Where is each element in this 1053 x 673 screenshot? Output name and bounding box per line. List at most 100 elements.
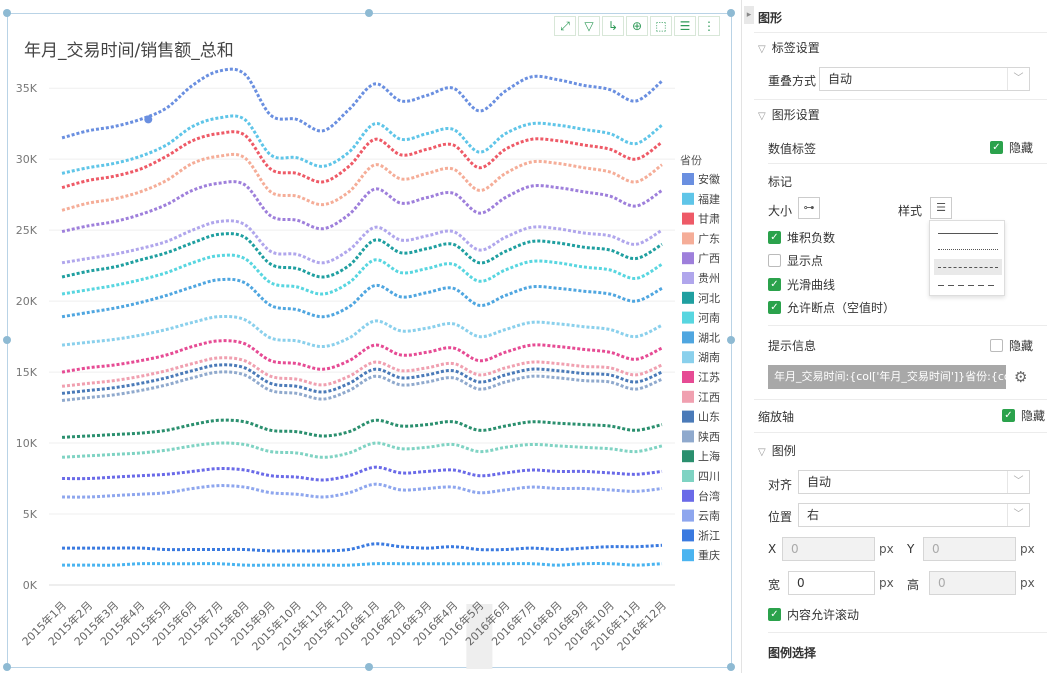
align-select[interactable]: 自动 ﹀: [798, 470, 1030, 494]
y-label: Y: [907, 542, 915, 556]
label-settings-section[interactable]: ▽ 标签设置: [758, 41, 820, 55]
series-line: [61, 356, 663, 388]
chevron-down-icon: ▽: [758, 447, 766, 458]
chevron-down-icon: ▽: [758, 111, 766, 122]
legend-item: 重庆: [698, 548, 720, 562]
filter-icon[interactable]: ▽: [578, 16, 600, 36]
smooth-curve-checkbox[interactable]: ✓ 光滑曲线: [768, 276, 835, 293]
position-label: 位置: [768, 510, 793, 524]
legend-swatch: [682, 371, 694, 383]
legend-item: 广西: [698, 252, 720, 265]
resize-handle-ml[interactable]: [3, 336, 11, 344]
series-line: [61, 277, 663, 319]
legend-swatch: [682, 470, 694, 482]
y-tick-label: 0K: [23, 579, 38, 592]
marker-label: 标记: [768, 175, 793, 189]
legend-swatch: [682, 331, 694, 344]
legend-swatch: [682, 192, 694, 205]
resize-handle-bl[interactable]: [3, 663, 11, 671]
drill-icon[interactable]: ↳: [602, 16, 624, 36]
legend-swatch: [682, 351, 694, 364]
legend-item: 福建: [698, 192, 720, 206]
gear-icon[interactable]: ⚙: [1014, 368, 1028, 386]
stack-negative-checkbox[interactable]: ✓ 堆积负数: [768, 229, 835, 246]
width-input[interactable]: 0: [788, 571, 875, 595]
more-icon[interactable]: ⋮: [698, 16, 720, 36]
resize-handle-bc[interactable]: [365, 663, 373, 671]
chevron-down-icon: ﹀: [1007, 68, 1029, 90]
fullscreen-icon[interactable]: ⤢: [554, 16, 576, 36]
chevron-down-icon: ▽: [758, 44, 766, 55]
legend-item: 甘肃: [698, 213, 720, 226]
position-select[interactable]: 右 ﹀: [798, 503, 1030, 527]
legend-item: 安徽: [698, 172, 720, 186]
collapse-panel-icon[interactable]: ▸: [744, 6, 754, 24]
line-style-solid[interactable]: [934, 225, 1002, 241]
legend-swatch: [682, 173, 694, 185]
zoom-axis-hide-checkbox[interactable]: ✓ 隐藏: [1002, 407, 1045, 424]
overlap-select[interactable]: 自动 ﹀: [819, 67, 1030, 91]
line-style-icon[interactable]: ☰: [930, 197, 952, 219]
height-input[interactable]: 0: [929, 571, 1016, 595]
tooltip-hide-checkbox[interactable]: 隐藏: [990, 337, 1033, 354]
legend-swatch: [682, 311, 694, 324]
resize-handle-tc[interactable]: [365, 9, 373, 17]
tooltip-label: 提示信息: [768, 339, 817, 353]
legend-swatch: [682, 410, 694, 423]
graph-settings-section[interactable]: ▽ 图形设置: [758, 108, 820, 122]
series-line: [62, 542, 663, 553]
line-style-dashed[interactable]: [934, 259, 1002, 275]
list-icon[interactable]: ☰: [674, 16, 696, 36]
series-line: [61, 363, 663, 395]
series-line: [62, 465, 663, 482]
settings-panel: ▸ 图形 ▽ 标签设置 重叠方式 自动 ﹀ ▽ 图形设置 数值标签 ✓ 隐藏 标记 大小…: [741, 0, 1053, 673]
tooltip-expression-field[interactable]: 年月_交易时间:{col['年月_交易时间']}省份:{col['...: [768, 365, 1006, 389]
show-points-checkbox[interactable]: 显示点: [768, 252, 823, 269]
line-style-long-dash[interactable]: [934, 277, 1002, 293]
legend-swatch: [682, 291, 694, 304]
value-label-hide-checkbox[interactable]: ✓ 隐藏: [990, 139, 1033, 156]
series-line: [62, 482, 663, 499]
y-input[interactable]: 0: [923, 537, 1016, 561]
series-line: [61, 370, 663, 402]
legend-swatch: [682, 252, 694, 265]
chart-panel[interactable]: 年月_交易时间/销售额_总和 ⤢ ▽ ↳ ⊕ ⬚ ☰ ⋮ 0K 5K 10K 15K 2…: [7, 13, 732, 669]
line-style-dotted[interactable]: [934, 241, 1002, 257]
legend-item: 江西: [698, 391, 720, 404]
chart-title: 年月_交易时间/销售额_总和: [24, 41, 234, 61]
legend-item: 广东: [698, 232, 720, 245]
line-chart: 0K5K10K15K20K25K30K35K2015年1月2015年2月2015…: [16, 67, 720, 669]
content-scroll-checkbox[interactable]: ✓ 内容允许滚动: [768, 606, 859, 623]
divider: [754, 399, 1047, 400]
allow-break-checkbox[interactable]: ✓ 允许断点（空值时）: [768, 299, 895, 316]
series-line: [61, 418, 663, 439]
legend-swatch: [682, 390, 694, 403]
legend-item: 河北: [698, 292, 720, 305]
legend-swatch: [682, 489, 694, 502]
series-line: [61, 253, 663, 296]
resize-handle-tl[interactable]: [3, 9, 11, 17]
select-icon[interactable]: ⬚: [650, 16, 672, 36]
zoom-axis-label: 缩放轴: [758, 410, 795, 424]
x-input[interactable]: 0: [782, 537, 875, 561]
graph-header: 图形: [758, 11, 783, 25]
legend-item: 四川: [698, 470, 720, 483]
size-slider-icon[interactable]: ⊶: [798, 197, 820, 219]
hover-point: [144, 115, 153, 124]
legend-item: 上海: [698, 449, 720, 463]
legend-title: 省份: [680, 154, 702, 167]
resize-handle-mr[interactable]: [727, 336, 735, 344]
legend-item: 湖南: [698, 351, 720, 364]
divider: [754, 99, 1047, 100]
legend-item: 山东: [698, 411, 720, 424]
series-line: [61, 152, 663, 212]
x-label: X: [768, 542, 777, 556]
series-line: [61, 314, 663, 349]
resize-handle-br[interactable]: [727, 663, 735, 671]
legend-item: 陕西: [698, 429, 720, 443]
legend-section[interactable]: ▽ 图例: [758, 444, 796, 458]
resize-handle-tr[interactable]: [727, 9, 735, 17]
divider: [768, 325, 1047, 326]
zoom-icon[interactable]: ⊕: [626, 16, 648, 36]
series-line: [61, 114, 663, 175]
